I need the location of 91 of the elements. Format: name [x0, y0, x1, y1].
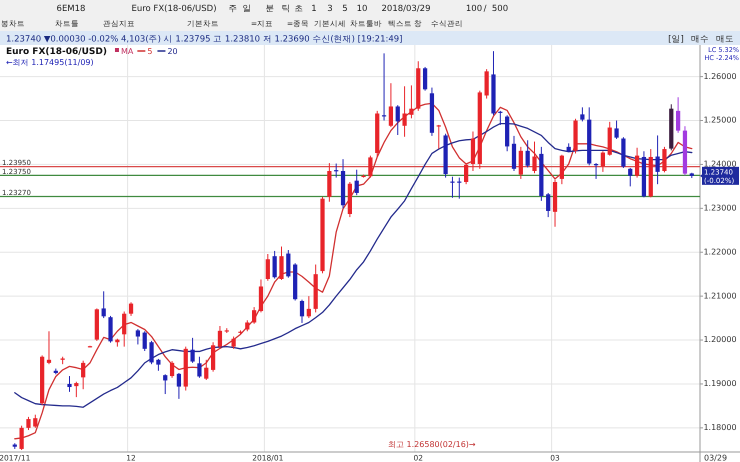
candlestick [655, 134, 660, 185]
candlestick [232, 336, 236, 350]
y-tick-label: 1.24000 [703, 160, 737, 169]
y-tick-label: 1.18000 [703, 423, 737, 432]
candlestick [170, 360, 174, 378]
candlestick [122, 311, 126, 348]
candlestick [614, 120, 619, 140]
candlestick [279, 246, 284, 280]
candlestick [580, 106, 584, 122]
candlestick [20, 425, 24, 451]
candlestick [149, 340, 154, 365]
y-tick-label: 1.19000 [703, 379, 737, 388]
candlestick [600, 150, 606, 172]
candlestick [409, 84, 414, 119]
text: 틱 [282, 4, 290, 14]
candlestick [526, 140, 530, 168]
candlestick [163, 374, 168, 395]
candlestick [498, 110, 502, 126]
candlestick [546, 192, 550, 218]
candlestick [402, 86, 407, 138]
candlestick [300, 299, 304, 324]
text: 10 [356, 4, 368, 14]
candlestick [102, 290, 106, 319]
candlestick [252, 306, 256, 324]
y-tick-label: 1.25000 [703, 116, 737, 125]
text: 5 [342, 4, 348, 14]
text: 2018/03/29 [382, 4, 430, 14]
text: / [484, 4, 487, 14]
legend-label: 20 [167, 47, 178, 56]
candlestick [218, 325, 222, 348]
candlestick [176, 372, 182, 400]
candlestick [464, 163, 468, 185]
candlestick [634, 147, 640, 178]
annotation: ←최저 1.17495(11/09) [6, 58, 94, 67]
candlestick [81, 360, 86, 390]
candlestick [532, 141, 537, 174]
y-tick-label: 1.23000 [703, 204, 737, 213]
y-tick-label: 1.22000 [703, 247, 737, 256]
candlestick [676, 96, 680, 134]
candlestick [67, 376, 72, 392]
chart-subtitle: 1.23740 ▼0.00030 -0.02% 4,103(주) 시 1.23795 고 1.23810 저 1.23690 수신(현재) [19:21:49] [6, 34, 402, 44]
y-tick-label: 1.20000 [703, 335, 737, 344]
candlestick [382, 52, 386, 122]
candlestick [272, 250, 277, 280]
y-tick-label: 1.21000 [703, 291, 737, 300]
candlestick [662, 146, 667, 173]
text: 일 [242, 4, 252, 14]
candlestick [286, 250, 290, 278]
candlestick [560, 154, 564, 185]
candlestick [422, 66, 428, 92]
text: 6EM18 [56, 4, 86, 14]
candlestick [368, 155, 373, 178]
candlestick [266, 253, 270, 282]
candlestick [46, 330, 52, 365]
candlestick [388, 82, 394, 128]
text: 03/29 [704, 454, 728, 462]
candlestick [245, 320, 250, 332]
text: 1 [311, 4, 317, 14]
candlestick [190, 337, 195, 364]
text: Euro FX(18-06/USD) [131, 4, 217, 14]
candlestick [354, 169, 359, 196]
candlestick [74, 381, 78, 398]
text: 3 [327, 4, 333, 14]
text: [일] [668, 34, 684, 44]
candlestick [128, 302, 134, 316]
candlestick [334, 163, 338, 178]
candlestick [26, 416, 31, 431]
text: 100 [466, 4, 482, 14]
candlestick [457, 177, 462, 200]
candlestick [197, 356, 202, 378]
chart-title: Euro FX(18-06/USD) [6, 47, 107, 57]
annotation: 최고 1.26580(02/16)→ [388, 440, 476, 449]
text: 주 [228, 4, 238, 14]
text: 매수 [691, 34, 709, 44]
candlestick [518, 146, 523, 180]
text: 분 [266, 4, 274, 14]
candlestick [33, 414, 38, 428]
candlestick [396, 104, 400, 136]
candlestick [594, 162, 598, 180]
y-tick-label: 1.26000 [703, 72, 737, 81]
legend-label: 5 [147, 47, 152, 56]
candlestick [142, 330, 147, 352]
text: 500 [492, 4, 508, 14]
candlestick [628, 167, 632, 187]
candlestick [436, 124, 441, 150]
candlestick [204, 359, 208, 380]
legend-title: MA [120, 47, 134, 56]
candlestick [306, 296, 311, 319]
candlestick [136, 328, 140, 345]
text: 초 [294, 4, 304, 14]
text: 매도 [716, 34, 734, 44]
